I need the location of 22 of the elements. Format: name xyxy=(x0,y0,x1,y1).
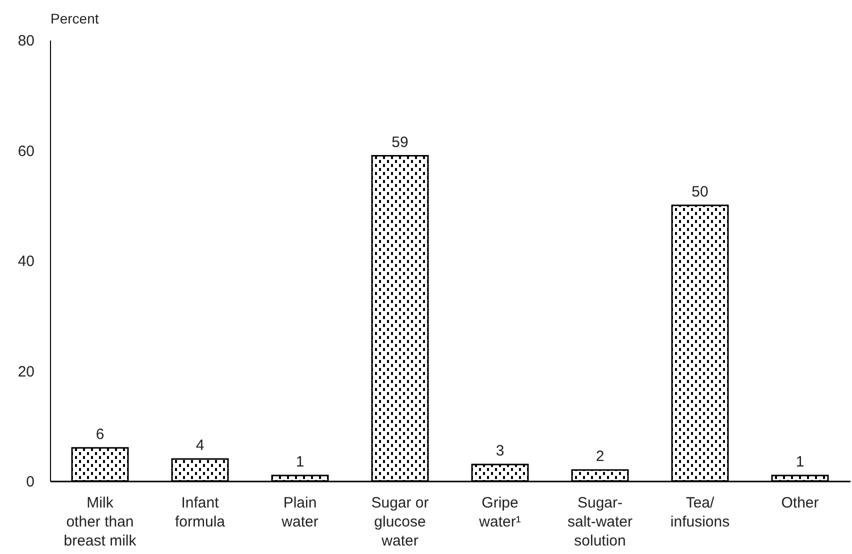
data-label: 1 xyxy=(296,453,304,470)
data-label: 1 xyxy=(796,453,804,470)
x-tick-label: Sugar or glucose water xyxy=(371,494,429,550)
x-tick-label: Gripe water¹ xyxy=(478,494,521,530)
x-tick-label: Sugar- salt-water solution xyxy=(567,494,633,550)
x-tick-label: Tea/ infusions xyxy=(670,494,730,530)
x-tick-label: Infant formula xyxy=(174,494,226,530)
y-tick-label: 40 xyxy=(18,253,34,270)
y-tick-label: 80 xyxy=(18,32,34,50)
x-tick-label: Other xyxy=(781,494,819,512)
y-tick-label: 20 xyxy=(18,363,34,380)
data-label: 6 xyxy=(96,426,104,443)
y-tick-label: 60 xyxy=(18,142,34,160)
y-tick-label: 0 xyxy=(26,474,34,490)
data-label: 4 xyxy=(196,436,204,454)
x-tick-label: Milk other than breast milk xyxy=(64,494,137,550)
data-label: 3 xyxy=(496,442,504,460)
x-tick-label: Plain water xyxy=(280,494,318,530)
data-label: 59 xyxy=(392,134,408,151)
y-axis-title: Percent xyxy=(50,10,99,26)
data-label: 50 xyxy=(692,183,708,200)
data-label: 2 xyxy=(596,448,604,465)
